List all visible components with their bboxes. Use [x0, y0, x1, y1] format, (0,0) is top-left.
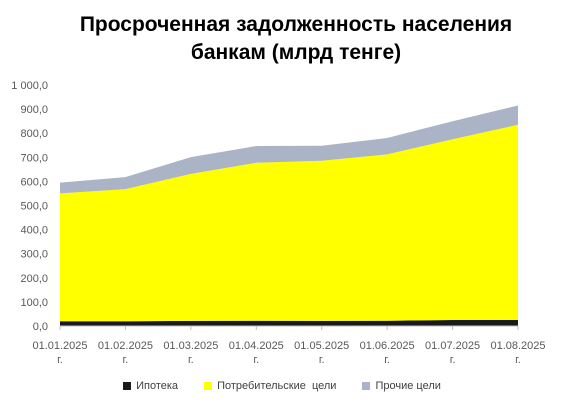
area-series-2 [60, 105, 518, 194]
legend-swatch-mortgage [123, 382, 132, 390]
legend-label-consumer: Потребительские цели [217, 380, 337, 392]
legend-item-other[interactable]: Прочие цели [362, 380, 441, 392]
x-tick-label: 01.01.2025 г. [32, 340, 87, 366]
legend-item-consumer[interactable]: Потребительские цели [204, 380, 336, 392]
x-axis-labels: 01.01.2025 г. 01.02.2025 г. 01.03.2025 г. 01.0… [32, 340, 545, 366]
chart-title-line-1: Просроченная задолженность населения [79, 13, 513, 36]
x-tick-label: 01.08.2025 г. [490, 340, 545, 366]
x-tick-label: 01.03.2025 г. [163, 340, 218, 366]
area-series-1 [60, 124, 518, 322]
y-tick-label: 700,0 [20, 152, 48, 164]
y-tick-label: 400,0 [20, 225, 48, 237]
y-tick-label: 1 000,0 [11, 80, 48, 92]
y-tick-label: 300,0 [20, 249, 48, 261]
x-tick-label: 01.06.2025 г. [360, 340, 415, 366]
y-tick-label: 900,0 [20, 104, 48, 116]
x-tick-label: 01.02.2025 г. [98, 340, 153, 366]
y-tick-label: 800,0 [20, 128, 48, 140]
x-axis [59, 325, 519, 330]
legend-label-mortgage: Ипотека [136, 380, 179, 392]
legend-swatch-other [362, 382, 371, 390]
legend-label-other: Прочие цели [375, 380, 441, 392]
x-tick-label: 01.04.2025 г. [229, 340, 284, 366]
legend: Ипотека Потребительские цели Прочие цели [0, 380, 564, 392]
y-tick-label: 0,0 [33, 321, 48, 333]
y-tick-label: 600,0 [20, 176, 48, 188]
y-tick-label: 100,0 [20, 297, 48, 309]
legend-swatch-consumer [204, 382, 213, 390]
x-tick-label: 01.07.2025 г. [425, 340, 480, 366]
legend-item-mortgage[interactable]: Ипотека [123, 380, 178, 392]
area-series [60, 105, 518, 326]
x-tick-label: 01.05.2025 г. [294, 340, 349, 366]
y-tick-label: 200,0 [20, 273, 48, 285]
chart-title-line-2: банкам (млрд тенге) [190, 41, 402, 64]
y-tick-label: 500,0 [20, 201, 48, 213]
y-axis-labels: 0,0 100,0 200,0 300,0 400,0 500,0 600,0 700,0 80… [11, 80, 48, 333]
area-series-0 [60, 320, 518, 326]
